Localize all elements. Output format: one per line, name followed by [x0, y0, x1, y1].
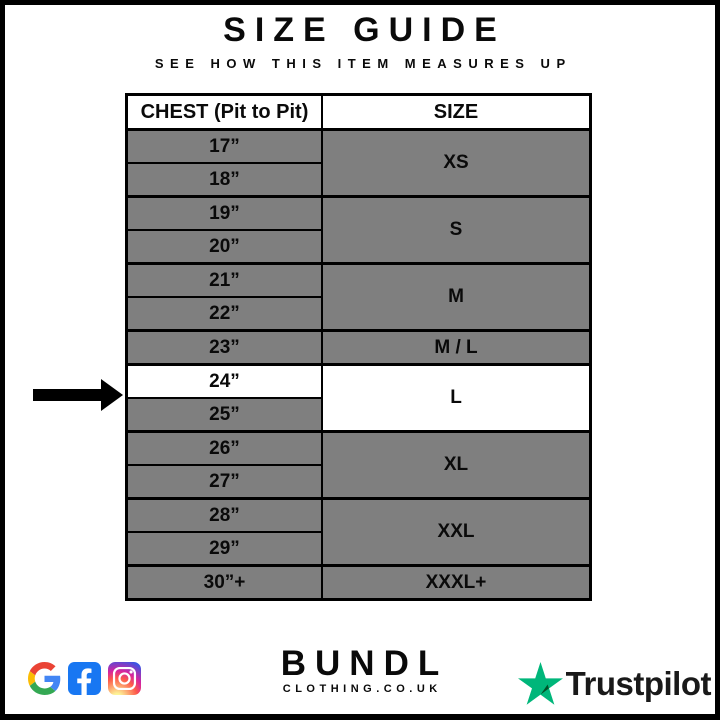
- column-header-chest: CHEST (Pit to Pit): [125, 93, 323, 131]
- social-icons: [28, 662, 141, 695]
- chest-cell: 26”: [125, 430, 323, 466]
- table-header-row: CHEST (Pit to Pit) SIZE: [125, 93, 592, 131]
- chest-cell: 21”: [125, 262, 323, 298]
- chest-cell-highlighted: 24”: [125, 363, 323, 399]
- brand-logo: BUNDL CLOTHING.CO.UK: [0, 646, 720, 695]
- table-row: 22”: [125, 296, 591, 332]
- chest-cell: 19”: [125, 195, 323, 231]
- size-cell: XL: [321, 430, 592, 500]
- chest-cell: 25”: [125, 397, 323, 433]
- size-guide-table: CHEST (Pit to Pit) SIZE 17” XS 18” 19” S…: [125, 93, 592, 601]
- facebook-icon: [68, 662, 101, 695]
- table-row: 26” XL: [125, 430, 592, 500]
- trustpilot-label: Trustpilot: [565, 664, 712, 702]
- size-cell: XS: [321, 128, 592, 198]
- trustpilot-star-icon: [517, 662, 563, 705]
- brand-name: BUNDL: [280, 644, 449, 683]
- page-title: SIZE GUIDE: [223, 11, 506, 49]
- table-row-highlighted: 24” L: [125, 363, 592, 433]
- table-row: 29”: [125, 531, 591, 567]
- size-cell-highlighted: L: [321, 363, 592, 433]
- table-row: 20”: [125, 229, 591, 265]
- chest-cell: 27”: [125, 464, 323, 500]
- table-row: 27”: [125, 464, 591, 500]
- table-row: 18”: [125, 162, 591, 198]
- table-row: 28” XXL: [125, 497, 592, 567]
- size-cell: S: [321, 195, 592, 265]
- google-icon: [28, 662, 61, 695]
- size-cell: M / L: [321, 329, 592, 366]
- table-row: 21” M: [125, 262, 592, 332]
- chest-cell: 23”: [125, 329, 323, 366]
- chest-cell: 30”+: [125, 564, 323, 601]
- size-cell: M: [321, 262, 592, 332]
- chest-cell: 20”: [125, 229, 323, 265]
- chest-cell: 18”: [125, 162, 323, 198]
- instagram-icon: [108, 662, 141, 695]
- table-row: 19” S: [125, 195, 592, 265]
- chest-cell: 17”: [125, 128, 323, 164]
- table-row: 30”+ XXXL+: [125, 564, 592, 601]
- table-row: 17” XS: [125, 128, 592, 198]
- chest-cell: 28”: [125, 497, 323, 533]
- trustpilot-logo: Trustpilot: [517, 662, 712, 705]
- table-row: 25”: [125, 397, 591, 433]
- table-row: 23” M / L: [125, 329, 592, 366]
- page-subtitle: SEE HOW THIS ITEM MEASURES UP: [154, 56, 572, 71]
- size-cell: XXL: [321, 497, 592, 567]
- brand-domain: CLOTHING.CO.UK: [282, 683, 442, 695]
- size-cell: XXXL+: [321, 564, 592, 601]
- chest-cell: 22”: [125, 296, 323, 332]
- chest-cell: 29”: [125, 531, 323, 567]
- highlight-arrow-right-icon: [33, 379, 123, 411]
- column-header-size: SIZE: [321, 93, 592, 131]
